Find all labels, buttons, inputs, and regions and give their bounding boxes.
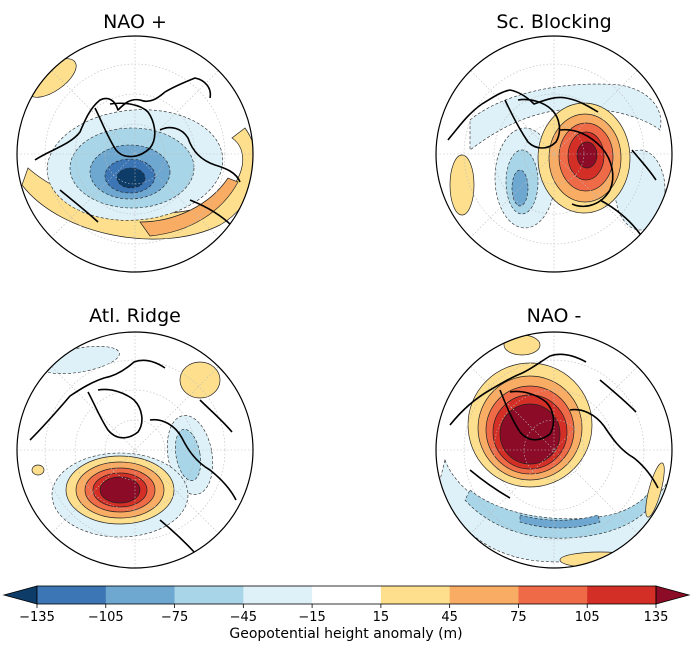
colorbar-segment [243, 586, 313, 604]
graticule [17, 36, 253, 272]
colorbar-label: Geopotential height anomaly (m) [229, 626, 462, 642]
colorbar-tick-label: −105 [88, 610, 124, 625]
colorbar: −135 −105 −75 −45 −15 15 45 75 105 135 Geopotenti… [2, 585, 691, 642]
coastlines [29, 359, 237, 555]
colorbar-outline [36, 585, 657, 605]
colorbar-tick-label: 45 [441, 610, 458, 625]
map-panel-sc-blocking: Sc. Blocking [435, 11, 673, 273]
colorbar-tick-label: 105 [575, 610, 600, 625]
graticule [436, 36, 672, 272]
graticule [436, 332, 672, 568]
graticule [17, 332, 253, 568]
colorbar-ticks: −135 −105 −75 −45 −15 15 45 75 105 135 [19, 604, 668, 625]
map-panel-nao-minus: NAO - [435, 305, 673, 569]
colorbar-tick-label: −15 [298, 610, 325, 625]
map-panel-atl-ridge: Atl. Ridge [16, 305, 254, 569]
colorbar-extend-low [2, 585, 38, 605]
field-contours [31, 345, 221, 538]
colorbar-segment [518, 586, 588, 604]
panel-title: NAO - [527, 305, 582, 327]
panel-title: Atl. Ridge [89, 305, 181, 327]
colorbar-tick-label: −75 [161, 610, 188, 625]
colorbar-segment [37, 586, 107, 604]
colorbar-segment [174, 586, 244, 604]
colorbar-tick-label: 75 [510, 610, 527, 625]
colorbar-tick-label: 135 [644, 610, 669, 625]
map-panel-nao-plus: NAO + [16, 11, 254, 273]
colorbar-segment [380, 586, 451, 604]
panel-title: Sc. Blocking [496, 11, 611, 33]
panel-title: NAO + [103, 11, 167, 33]
coastlines [449, 353, 659, 499]
colorbar-tick-label: −45 [230, 610, 257, 625]
field-contours [21, 58, 253, 240]
colorbar-tick-label: −135 [19, 610, 55, 625]
colorbar-tick-label: 15 [373, 610, 390, 625]
colorbar-segment [312, 586, 382, 604]
colorbar-segment [449, 586, 519, 604]
colorbar-segments [37, 586, 657, 604]
colorbar-segment [587, 586, 657, 604]
colorbar-segment [105, 586, 176, 604]
colorbar-extend-high [655, 585, 691, 605]
